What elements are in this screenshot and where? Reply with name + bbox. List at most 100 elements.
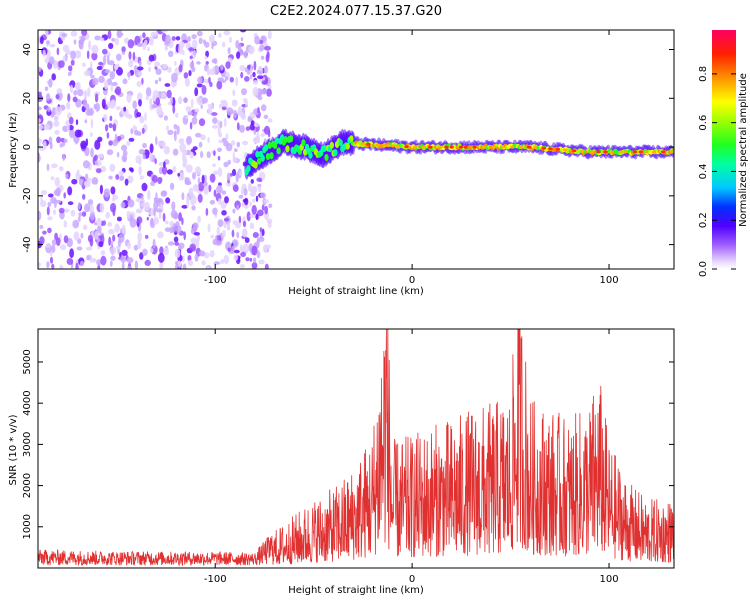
noise-blob (84, 203, 91, 213)
signal-cell (324, 154, 329, 161)
noise-blob (69, 248, 74, 259)
noise-blob (165, 220, 169, 225)
noise-blob (114, 133, 118, 143)
noise-blob (136, 81, 142, 87)
signal-cell (308, 151, 313, 159)
signal-cell (349, 135, 354, 143)
noise-blob (163, 247, 169, 256)
y-tick-label: -40 (22, 236, 33, 252)
noise-blob (94, 35, 102, 41)
noise-blob (251, 262, 258, 269)
noise-blob (266, 88, 272, 97)
noise-blob (255, 195, 259, 202)
signal-cell (269, 152, 274, 160)
noise-blob (67, 71, 72, 77)
noise-blob (132, 100, 137, 109)
noise-blob (241, 88, 247, 96)
signal-cell (333, 149, 338, 157)
noise-blob (109, 163, 116, 172)
noise-blob (91, 258, 97, 263)
noise-blob (152, 238, 156, 249)
noise-blob (54, 115, 59, 121)
noise-blob (115, 174, 120, 180)
noise-blob (94, 140, 101, 150)
noise-blob (130, 168, 134, 173)
noise-blob (244, 197, 249, 206)
noise-blob (218, 198, 222, 205)
noise-blob (54, 177, 60, 187)
noise-blob (164, 83, 171, 87)
noise-blob (54, 129, 60, 135)
noise-blob (48, 56, 55, 65)
noise-blob (249, 214, 256, 218)
noise-blob (111, 196, 116, 202)
signal-cell (329, 141, 334, 149)
noise-blob (201, 260, 206, 266)
noise-blob (223, 117, 227, 128)
noise-blob (90, 74, 95, 79)
noise-blob (83, 180, 91, 188)
noise-blob (164, 227, 171, 233)
noise-blob (181, 192, 185, 201)
noise-blob (144, 259, 151, 266)
noise-blob (90, 118, 94, 129)
noise-blob (227, 47, 231, 55)
noise-blob (235, 40, 240, 49)
y-tick-label: 2000 (22, 473, 33, 498)
noise-blob (63, 235, 69, 244)
y-tick-label: 5000 (22, 349, 33, 374)
noise-blob (93, 103, 98, 110)
signal-cell (265, 153, 271, 160)
noise-blob (197, 177, 201, 185)
noise-blob (175, 225, 182, 234)
noise-blob (183, 97, 188, 103)
noise-blob (226, 107, 233, 116)
noise-blob (188, 187, 194, 197)
noise-blob (197, 215, 202, 223)
signal-peak (390, 144, 396, 148)
noise-blob (158, 111, 164, 116)
noise-blob (63, 208, 70, 213)
noise-blob (194, 108, 200, 113)
noise-blob (239, 264, 246, 269)
noise-blob (55, 94, 60, 100)
noise-blob (163, 115, 168, 121)
noise-blob (250, 120, 255, 126)
noise-blob (49, 43, 56, 48)
noise-blob (137, 232, 142, 242)
noise-blob (139, 115, 145, 124)
noise-blob (102, 48, 108, 55)
noise-blob (264, 263, 269, 269)
noise-blob (142, 154, 146, 160)
noise-blob (108, 236, 112, 246)
noise-blob (238, 215, 242, 224)
noise-blob (198, 37, 203, 44)
noise-blob (137, 66, 144, 71)
noise-blob (154, 61, 161, 67)
noise-blob (59, 143, 63, 148)
noise-blob (218, 132, 223, 138)
noise-blob (96, 65, 103, 71)
noise-blob (217, 167, 223, 177)
noise-blob (234, 148, 238, 153)
noise-blob (171, 72, 178, 83)
noise-blob (127, 39, 134, 49)
noise-blob (122, 150, 128, 156)
noise-blob (178, 64, 183, 73)
noise-blob (126, 114, 133, 119)
noise-blob (197, 76, 203, 84)
noise-blob (238, 194, 244, 199)
noise-blob (239, 244, 243, 253)
noise-blob (181, 217, 184, 226)
noise-blob (51, 239, 58, 246)
noise-blob (53, 120, 60, 127)
noise-blob (249, 257, 253, 262)
noise-blob (163, 161, 166, 168)
noise-blob (205, 61, 209, 65)
noise-blob (43, 123, 51, 131)
signal-peak (609, 150, 614, 154)
signal-cell (274, 137, 279, 145)
noise-blob (89, 132, 93, 137)
noise-blob (231, 108, 234, 115)
noise-blob (140, 202, 146, 207)
